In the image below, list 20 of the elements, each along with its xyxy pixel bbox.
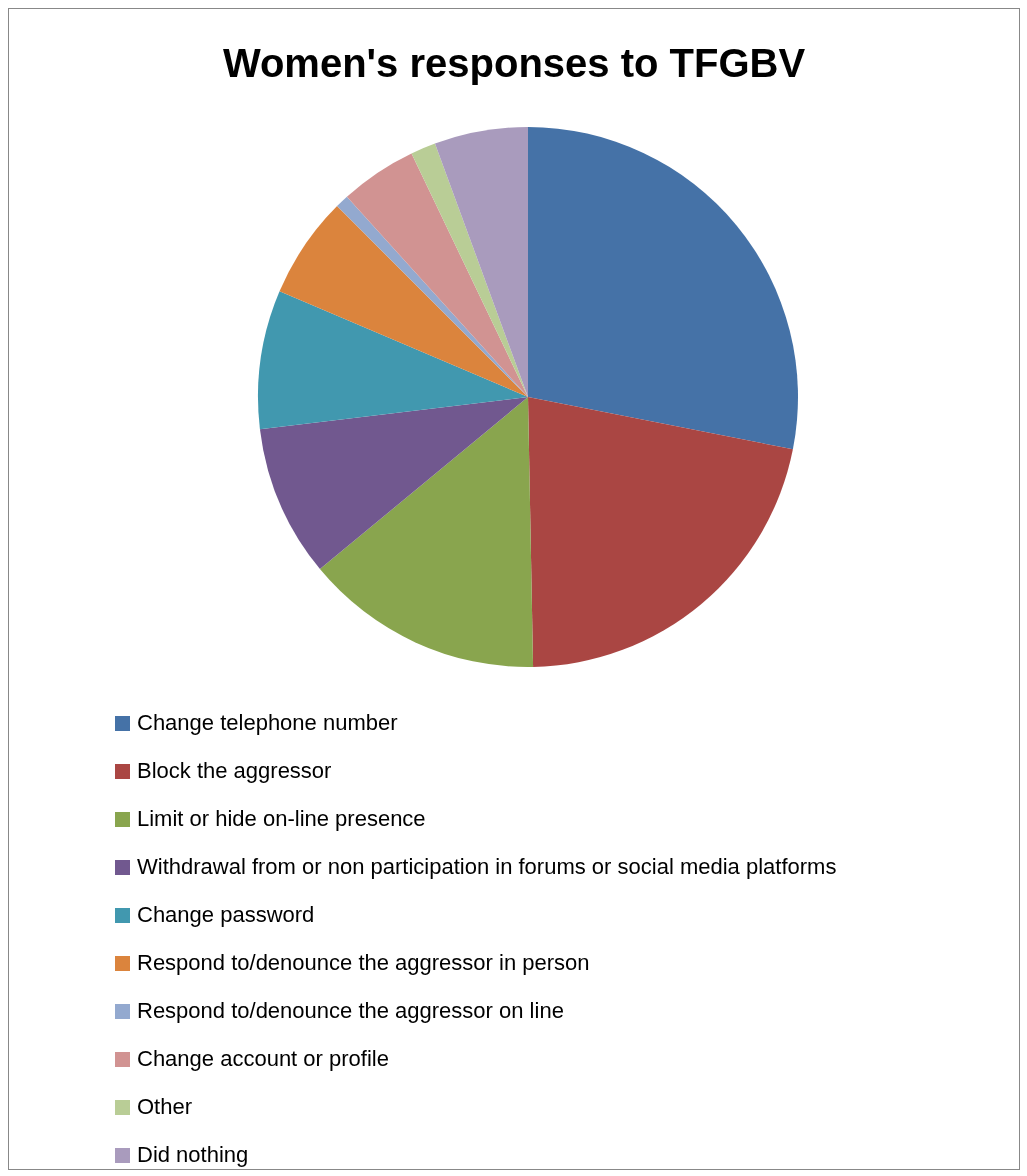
legend-label: Withdrawal from or non participation in forums or social media platforms <box>137 854 837 880</box>
legend-label: Block the aggressor <box>137 758 332 784</box>
pie-slice <box>346 153 528 397</box>
legend-label: Change account or profile <box>137 1046 389 1072</box>
legend-label: Change password <box>137 902 315 928</box>
pie-slice <box>258 291 528 430</box>
pie-slice <box>411 143 528 397</box>
legend-label: Respond to/denounce the aggressor in person <box>137 950 590 976</box>
legend-label: Respond to/denounce the aggressor on line <box>137 998 564 1024</box>
chart-title: Women's responses to TFGBV <box>221 40 807 87</box>
pie-slice <box>528 127 798 450</box>
pie-slice <box>259 397 528 570</box>
pie-slice <box>434 127 528 397</box>
pie-slice <box>528 397 793 667</box>
legend-label: Change telephone number <box>137 710 398 736</box>
pie-slice <box>319 397 534 667</box>
legend-label: Did nothing <box>137 1142 249 1168</box>
pie-slice <box>279 206 528 397</box>
legend-label: Limit or hide on-line presence <box>137 806 426 832</box>
legend-label: Other <box>137 1094 193 1120</box>
